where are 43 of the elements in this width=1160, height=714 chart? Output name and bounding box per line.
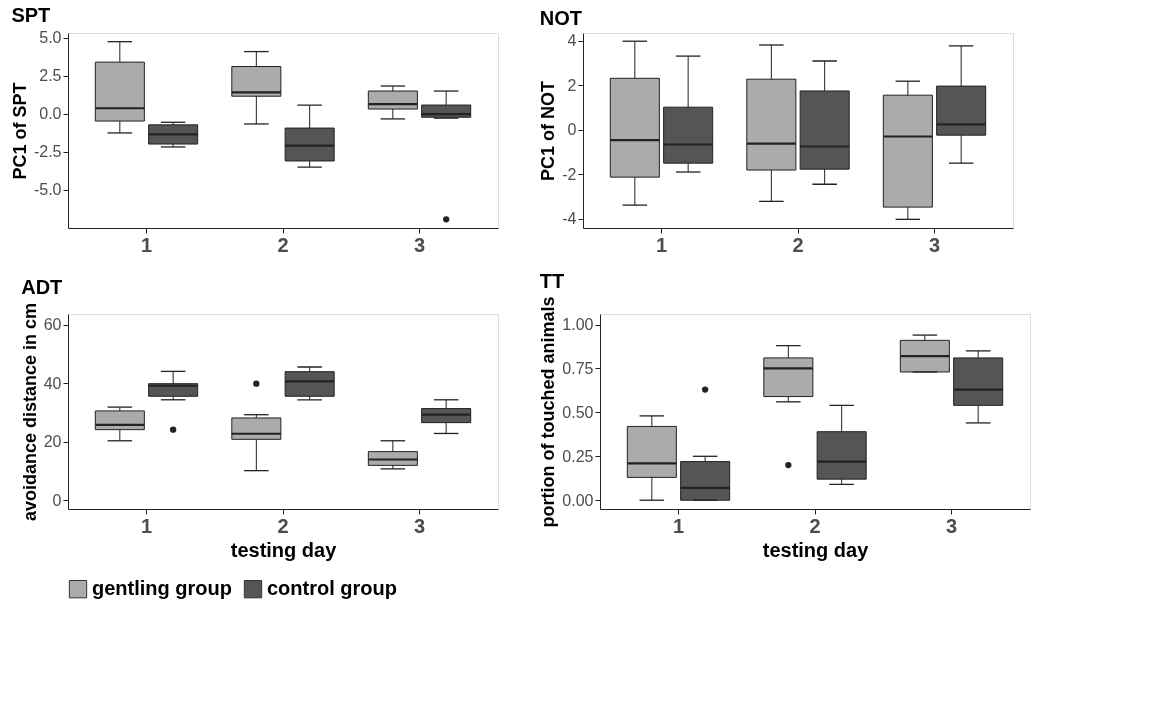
chart-title: TT [539,270,565,292]
y-tick-label: 2 [567,76,577,94]
x-tick-label: 2 [277,233,289,256]
x-tick-label: 2 [277,514,289,537]
y-axis-title: PC1 of NOT [538,80,559,182]
y-axis-title: avoidance distance in cm [19,302,40,522]
y-tick-label: 0.00 [562,491,594,509]
y-tick-label: -2 [562,165,577,183]
y-axis-title: PC1 of SPT [9,82,30,180]
chart-title: SPT [11,3,51,26]
y-tick-label: 0 [567,121,577,139]
y-tick-label: 2.5 [39,67,62,85]
y-tick-label: 0.25 [562,447,594,465]
legend-label: control group [267,577,397,600]
x-axis-title: testing day [762,538,870,561]
chart-title: NOT [539,7,582,29]
y-tick-label: 0 [52,491,62,509]
x-tick-label: 1 [672,514,685,537]
y-tick-label: 20 [43,433,62,451]
chart-title: ADT [21,276,63,299]
x-tick-label: 3 [413,514,426,537]
x-tick-label: 3 [945,514,958,537]
y-tick-label: 5.0 [39,29,62,47]
x-tick-label: 3 [413,233,426,256]
y-tick-label: 40 [43,374,62,392]
x-tick-label: 1 [655,233,668,256]
y-tick-label: -2.5 [33,143,62,161]
y-tick-label: 0.0 [39,105,62,123]
y-tick-label: 0.50 [562,403,594,421]
y-tick-label: 0.75 [562,359,594,377]
y-tick-label: 1.00 [562,316,594,334]
y-tick-label: 60 [43,316,62,334]
y-axis-title: portion of touched animals [538,296,559,528]
x-tick-label: 2 [792,233,804,256]
y-tick-label: -5.0 [33,181,62,199]
x-tick-label: 1 [140,233,153,256]
x-tick-label: 2 [809,514,821,537]
y-tick-label: 4 [567,32,577,50]
legend-label: gentling group [92,577,232,600]
y-tick-label: -4 [562,210,577,228]
x-axis-title: testing day [230,538,338,561]
x-tick-label: 3 [928,233,941,256]
x-tick-label: 1 [140,514,153,537]
